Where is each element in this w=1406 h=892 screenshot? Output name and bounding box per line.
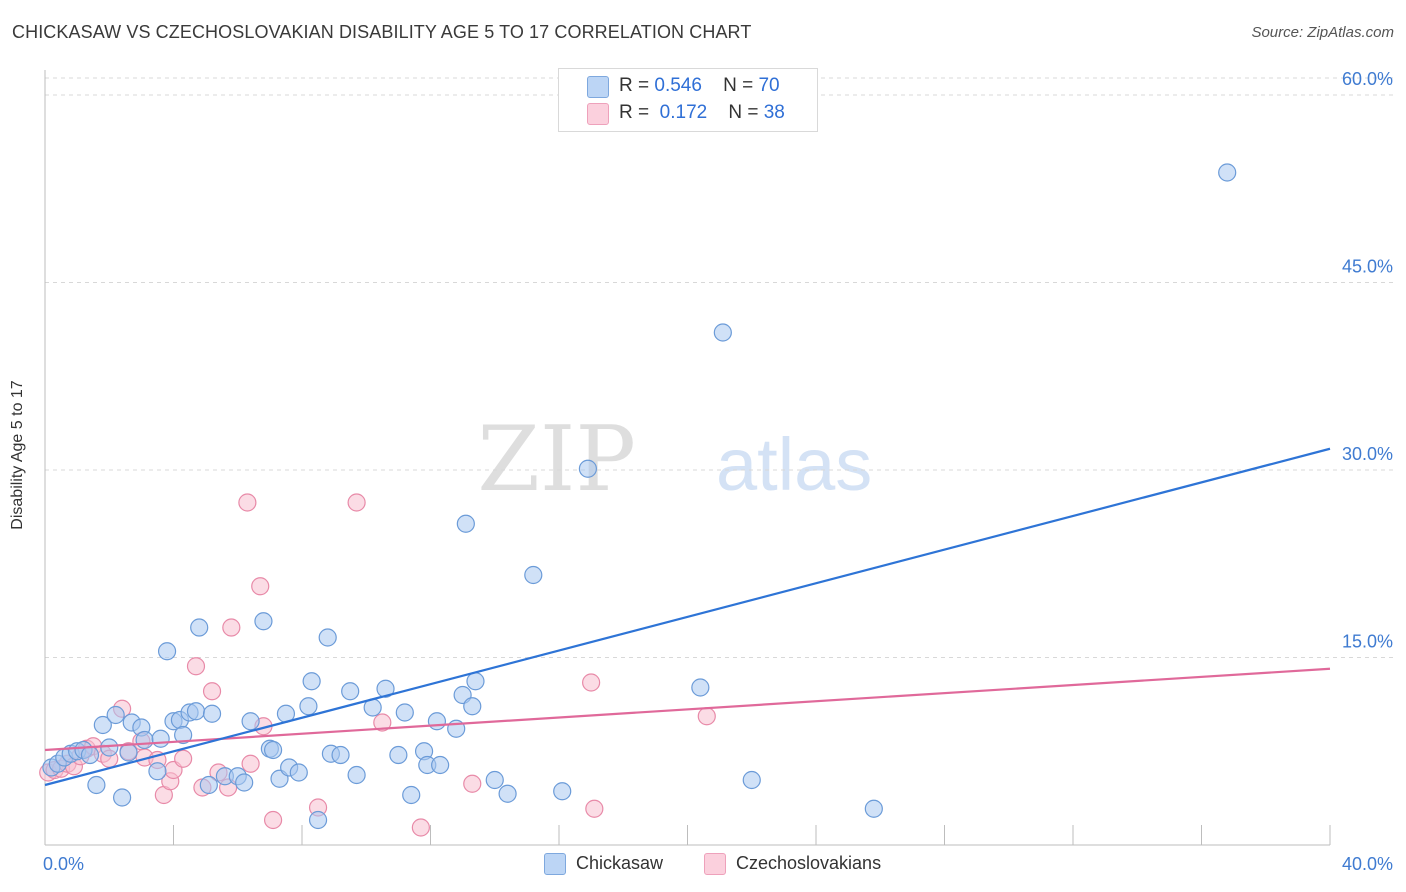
chickasaw-point xyxy=(112,788,132,807)
y-tick-label: 30.0% xyxy=(1342,444,1393,464)
chickasaw-swatch xyxy=(544,853,566,875)
chickasaw-point xyxy=(1218,163,1237,182)
chickasaw-point xyxy=(254,612,273,631)
chickasaw-point xyxy=(235,773,254,792)
czechoslovakians-point xyxy=(373,713,392,732)
legend-n-label: N = xyxy=(728,102,759,123)
czechoslovakians-point xyxy=(585,799,604,818)
chickasaw-point xyxy=(119,743,138,762)
chickasaw-point xyxy=(318,628,337,647)
chickasaw-point xyxy=(263,740,283,760)
chickasaw-point xyxy=(431,755,450,775)
y-tick-label: 15.0% xyxy=(1342,632,1393,652)
chickasaw-trend-line xyxy=(44,447,1331,787)
chickasaw-points xyxy=(42,163,1237,830)
czechoslovakians-point xyxy=(186,657,206,676)
legend-n-value: 70 xyxy=(758,75,780,96)
legend-n-value: 38 xyxy=(763,102,785,123)
czechoslovakians-point xyxy=(238,493,257,512)
chickasaw-swatch xyxy=(587,76,609,98)
chickasaw-point xyxy=(202,704,222,723)
chickasaw-point xyxy=(80,745,100,765)
bottom-legend-label: Czechoslovakians xyxy=(736,853,882,873)
x-tick-label: 0.0% xyxy=(43,854,84,874)
chickasaw-point xyxy=(331,745,350,765)
chickasaw-point xyxy=(463,697,482,716)
chickasaw-point xyxy=(135,730,154,750)
legend-n-label: N = xyxy=(723,75,754,96)
chickasaw-point xyxy=(395,703,414,722)
watermark: ZIP atlas xyxy=(477,407,872,512)
bottom-legend-label: Chickasaw xyxy=(576,853,664,873)
chickasaw-point xyxy=(742,770,761,790)
y-tick-label: 60.0% xyxy=(1342,69,1393,89)
czechoslovakians-points xyxy=(39,493,716,837)
chickasaw-point xyxy=(341,682,360,701)
czechoslovakians-trend-line xyxy=(44,667,1331,752)
chickasaw-point xyxy=(302,672,321,691)
tick-labels: 15.0% 30.0% 45.0% 60.0% 0.0% 40.0% xyxy=(43,69,1393,874)
chickasaw-point xyxy=(485,770,504,790)
czechoslovakians-point xyxy=(241,754,260,773)
chickasaw-point xyxy=(524,565,543,585)
czechoslovakians-point xyxy=(251,577,270,596)
chickasaw-point xyxy=(106,705,125,725)
czech-swatch xyxy=(587,103,609,125)
chickasaw-point xyxy=(578,459,598,478)
chickasaw-point xyxy=(93,715,112,735)
czech-swatch xyxy=(704,853,726,875)
chickasaw-point xyxy=(713,323,732,342)
chickasaw-point xyxy=(864,799,883,818)
chickasaw-point xyxy=(347,765,366,785)
czechoslovakians-point xyxy=(202,682,222,701)
legend-r-value: 0.172 xyxy=(659,102,708,123)
chickasaw-point xyxy=(456,514,475,533)
trend-lines xyxy=(44,447,1331,787)
axes xyxy=(44,70,1331,846)
legend-r-label: R = xyxy=(619,102,650,123)
chickasaw-point xyxy=(186,702,206,721)
czechoslovakians-point xyxy=(411,818,430,837)
chickasaw-point xyxy=(289,763,308,782)
chickasaw-point xyxy=(100,738,119,757)
chickasaw-point xyxy=(157,642,177,661)
stats-legend: R = 0.546 N = 70 R = 0.172 N = 38 xyxy=(558,68,818,132)
chickasaw-point xyxy=(553,782,572,801)
chickasaw-point xyxy=(376,679,395,698)
chickasaw-point xyxy=(151,729,170,748)
chickasaw-point xyxy=(498,784,517,803)
y-tick-label: 45.0% xyxy=(1342,257,1393,277)
chickasaw-point xyxy=(199,775,218,795)
czechoslovakians-point xyxy=(174,749,193,768)
chickasaw-point xyxy=(389,745,408,765)
chickasaw-point xyxy=(174,725,193,745)
x-tick-label: 40.0% xyxy=(1342,854,1393,874)
czechoslovakians-point xyxy=(347,493,366,512)
chickasaw-point xyxy=(190,618,209,637)
czechoslovakians-point xyxy=(263,810,283,830)
grid-lines xyxy=(45,77,1395,658)
chickasaw-point xyxy=(308,810,328,830)
czechoslovakians-point xyxy=(463,774,482,793)
chickasaw-point xyxy=(299,697,318,716)
chickasaw-point xyxy=(691,678,710,697)
chickasaw-point xyxy=(402,785,421,805)
y-axis-label: Disability Age 5 to 17 xyxy=(9,380,26,530)
chickasaw-point xyxy=(427,712,447,731)
chickasaw-point xyxy=(148,762,167,781)
chickasaw-point xyxy=(87,775,106,795)
czechoslovakians-point xyxy=(222,618,241,637)
chart-title: CHICKASAW VS CZECHOSLOVAKIAN DISABILITY … xyxy=(12,22,752,42)
chickasaw-point xyxy=(241,712,260,731)
czechoslovakians-point xyxy=(697,707,716,726)
watermark-atlas: atlas xyxy=(716,423,872,506)
legend-r-value: 0.546 xyxy=(654,75,702,96)
chickasaw-point xyxy=(466,672,485,691)
czechoslovakians-point xyxy=(582,673,601,692)
chart-source: Source: ZipAtlas.com xyxy=(1251,24,1394,41)
legend-r-label: R = xyxy=(619,75,650,96)
watermark-zip: ZIP xyxy=(477,407,636,512)
